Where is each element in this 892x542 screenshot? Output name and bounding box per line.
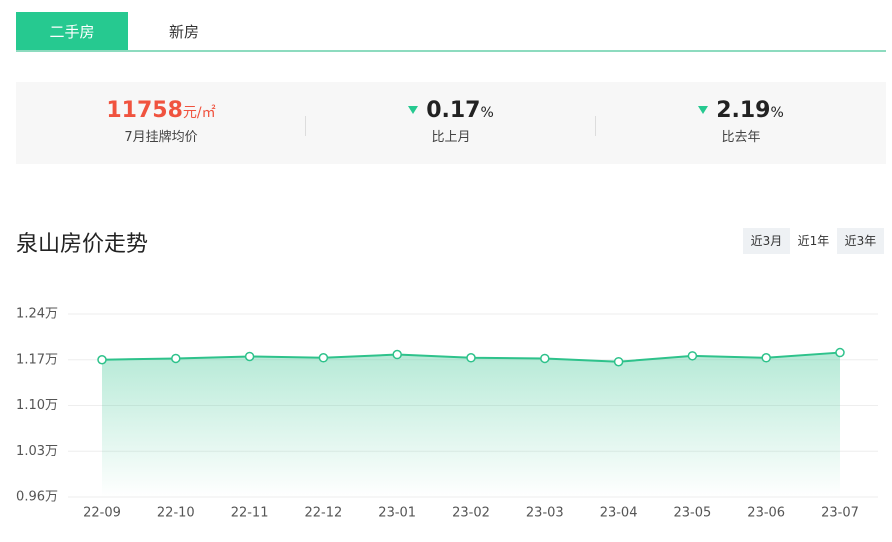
point: [761, 353, 771, 363]
point: [97, 355, 107, 365]
x-tick-label: 22-10: [157, 506, 195, 521]
point: [318, 353, 329, 363]
tab[interactable]: 新房: [168, 23, 199, 41]
stat-label: 7月挂牌均价: [124, 130, 198, 145]
stat-value: 2.19: [716, 98, 771, 123]
x-tick-label: 22-12: [305, 506, 343, 521]
area: [102, 352, 840, 497]
point: [244, 351, 255, 362]
trend-down-icon: [698, 106, 709, 114]
stat-unit: 元/㎡: [182, 105, 216, 121]
stat: 0.17% 比上月: [306, 98, 596, 145]
tab-underline: [16, 50, 886, 52]
point: [392, 349, 402, 360]
stat-value: 0.17: [426, 98, 481, 123]
tab[interactable]: 二手房: [16, 12, 128, 52]
chart: 0.96万 1.03万 1.10万 1.17万 1.24万 22-09 22-10 22-11…: [16, 307, 878, 521]
point: [687, 351, 698, 361]
y-tick-label: 0.96万: [16, 490, 58, 505]
stat-value-row: 2.19%: [596, 98, 886, 123]
stat-value-row: 0.17%: [306, 98, 596, 123]
x-tick-label: 23-03: [526, 506, 564, 521]
stat-value: 11758: [106, 98, 183, 123]
stat-label: 比去年: [721, 130, 761, 145]
x-tick-label: 23-04: [600, 506, 638, 521]
range-button[interactable]: 近3年: [837, 228, 884, 254]
range-selector: 近3月 近1年 近3年: [743, 228, 884, 254]
range-button[interactable]: 近3月: [743, 228, 790, 254]
separator: [595, 116, 596, 136]
y-tick-label: 1.24万: [16, 307, 58, 322]
y-tick-label: 1.10万: [16, 398, 58, 413]
x-tick-label: 23-05: [674, 506, 712, 521]
x-tick-label: 22-09: [83, 506, 121, 521]
stat: 11758元/㎡ 7月挂牌均价: [16, 98, 306, 145]
stat: 2.19% 比去年: [596, 98, 886, 145]
point: [171, 353, 181, 364]
y-tick-label: 1.17万: [16, 352, 58, 367]
stat-unit: %: [480, 105, 494, 121]
range-button[interactable]: 近1年: [790, 228, 837, 254]
stat-value-row: 11758元/㎡: [16, 98, 306, 123]
point: [613, 356, 624, 367]
section-title: 泉山房价走势: [16, 232, 149, 257]
x-tick-label: 23-06: [747, 506, 785, 521]
x-tick-label: 23-07: [821, 506, 859, 521]
y-tick-label: 1.03万: [16, 444, 58, 459]
stat-unit: %: [770, 105, 784, 121]
separator: [305, 116, 306, 136]
point: [466, 353, 476, 363]
point: [540, 353, 550, 364]
stats-panel: 11758元/㎡ 7月挂牌均价 0.17% 比上月 2.19% 比去年: [16, 82, 886, 164]
trend-down-icon: [408, 106, 419, 114]
stat-label: 比上月: [431, 130, 471, 145]
x-tick-label: 22-11: [231, 506, 269, 521]
x-tick-label: 23-02: [452, 506, 490, 521]
point: [835, 347, 845, 358]
x-tick-label: 23-01: [378, 506, 416, 521]
